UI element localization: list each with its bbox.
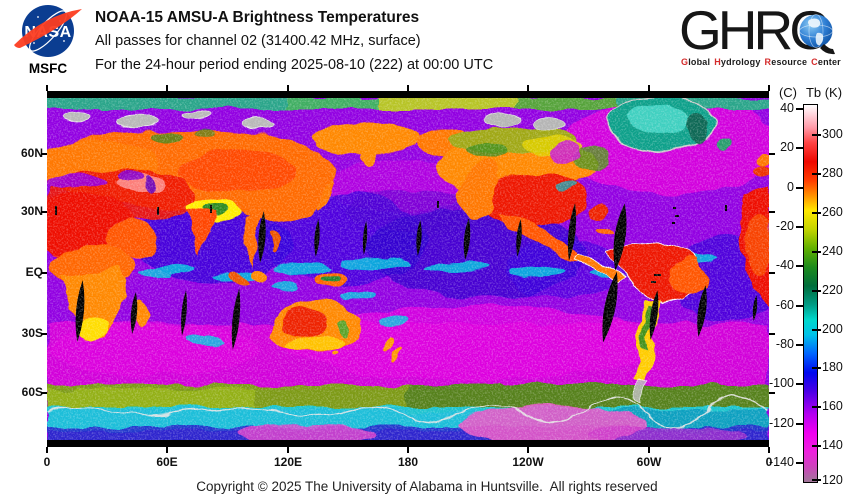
axis-tick [407, 447, 409, 453]
axis-tick [287, 85, 289, 91]
cbar-c-m100: -100 [768, 376, 794, 390]
cbar-k-200: 200 [822, 322, 843, 336]
colorbar-tick [796, 344, 803, 346]
cbar-c-m40: -40 [775, 258, 794, 272]
axis-tick [41, 392, 47, 394]
colorbar-tick [812, 329, 821, 331]
axis-tick [768, 85, 770, 91]
colorbar-gradient [803, 104, 818, 483]
colorbar-tick [812, 173, 821, 175]
ghrc-tagline: Global Hydrology Resource Center [681, 57, 841, 67]
colorbar-tick [796, 108, 803, 110]
lon-label-60e: 60E [156, 455, 178, 469]
colorbar-tick [796, 305, 803, 307]
ghrc-globe-north-america [808, 18, 821, 28]
nasa-red-swoosh [14, 9, 82, 48]
colorbar-tick [812, 212, 821, 214]
subtitle-period: For the 24-hour period ending 2025-08-10… [95, 57, 494, 73]
cbar-c-40: 40 [780, 101, 794, 115]
lon-label-0-right: 0 [765, 455, 773, 469]
lon-label-60w: 60W [636, 455, 662, 469]
cbar-c-m80: -80 [775, 337, 794, 351]
cbar-k-120: 120 [822, 473, 843, 487]
north-nodata-band [47, 91, 769, 98]
axis-tick [41, 272, 47, 274]
copyright-notice: Copyright © 2025 The University of Alaba… [196, 479, 658, 494]
axis-tick [41, 211, 47, 213]
axis-tick [648, 85, 650, 91]
colorbar-tick [812, 367, 821, 369]
south-nodata-band [47, 440, 769, 447]
colorbar-tick [812, 290, 821, 292]
colorbar-tick [812, 406, 821, 408]
lat-label-eq: EQ [25, 265, 43, 279]
lon-label-0-left: 0 [43, 455, 51, 469]
axis-tick [41, 333, 47, 335]
cbar-k-300: 300 [822, 127, 843, 141]
cbar-c-m120: -120 [768, 416, 794, 430]
lon-label-120e: 120E [273, 455, 303, 469]
lon-label-120w: 120W [512, 455, 544, 469]
cbar-c-20: 20 [780, 140, 794, 154]
axis-tick [527, 85, 529, 91]
cbar-k-260: 260 [822, 205, 843, 219]
colorbar-unit-kelvin: Tb (K) [805, 85, 843, 100]
cbar-c-0: 0 [787, 180, 794, 194]
axis-tick [768, 447, 770, 453]
colorbar-unit-celsius: (C) [778, 85, 798, 100]
lon-label-180: 180 [397, 455, 419, 469]
lat-label-30n: 30N [20, 204, 43, 218]
ghrc-globe-south-america [815, 32, 824, 46]
colorbar-tick [812, 134, 821, 136]
colorbar-tick [796, 462, 803, 464]
cbar-k-140: 140 [822, 438, 843, 452]
lat-label-30s: 30S [21, 326, 43, 340]
axis-tick [769, 211, 775, 213]
colorbar-tick [796, 383, 803, 385]
axis-tick [769, 272, 775, 274]
colorbar-tick [796, 147, 803, 149]
speckle-noise-overlay [47, 91, 769, 447]
axis-tick [46, 447, 48, 453]
colorbar-tick [796, 265, 803, 267]
nasa-logo: NASA [14, 5, 82, 57]
axis-tick [46, 85, 48, 91]
colorbar-tick [812, 251, 821, 253]
ghrc-globe [799, 14, 833, 48]
cbar-k-240: 240 [822, 244, 843, 258]
colorbar-tick [812, 445, 821, 447]
axis-tick [166, 447, 168, 453]
cbar-c-m60: -60 [775, 298, 794, 312]
colorbar-tick [796, 226, 803, 228]
axis-tick [769, 153, 775, 155]
axis-tick [41, 153, 47, 155]
colorbar-tick [812, 479, 821, 481]
brightness-temperature-map [47, 91, 769, 447]
ghrc-logo: GHRC [681, 2, 835, 58]
world-map-svg [47, 91, 769, 447]
axis-tick [287, 447, 289, 453]
axis-tick [166, 85, 168, 91]
lat-label-60s: 60S [21, 385, 43, 399]
colorbar-tick [796, 187, 803, 189]
axis-tick [769, 333, 775, 335]
lat-label-60n: 60N [20, 146, 43, 160]
cbar-k-180: 180 [822, 360, 843, 374]
subtitle-channel: All passes for channel 02 (31400.42 MHz,… [95, 33, 421, 49]
axis-tick [407, 85, 409, 91]
page-title: NOAA-15 AMSU-A Brightness Temperatures [95, 9, 420, 26]
axis-tick [769, 392, 775, 394]
cbar-c-m20: -20 [775, 219, 794, 233]
cbar-k-220: 220 [822, 283, 843, 297]
colorbar-tick [796, 423, 803, 425]
axis-tick [648, 447, 650, 453]
axis-tick [527, 447, 529, 453]
ghrc-globe-stand [820, 44, 835, 55]
cbar-k-160: 160 [822, 399, 843, 413]
msfc-label: MSFC [28, 61, 68, 76]
cbar-k-280: 280 [822, 166, 843, 180]
cbar-c-m140: -140 [768, 455, 794, 469]
